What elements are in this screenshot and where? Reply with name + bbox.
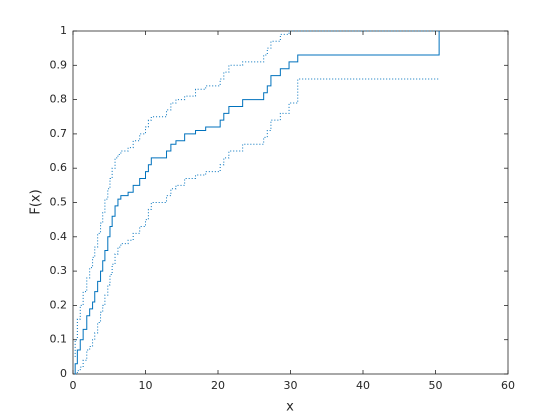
axes-box [72, 30, 509, 375]
x-tick-label: 50 [429, 379, 443, 392]
y-tick-label: 0.5 [50, 196, 68, 209]
x-tick-label: 0 [70, 379, 77, 392]
x-tick-label: 20 [211, 379, 225, 392]
ecdf-line [75, 78, 440, 375]
y-tick-label: 0.8 [50, 93, 68, 106]
y-tick-label: 0.1 [50, 333, 68, 346]
y-tick-label: 0.7 [50, 127, 68, 140]
x-axis-label: x [286, 400, 294, 415]
y-tick-label: 1 [60, 24, 67, 37]
y-tick-label: 0.6 [50, 161, 68, 174]
x-tick-label: 40 [356, 379, 370, 392]
y-tick-label: 0.2 [50, 298, 68, 311]
ecdf-line [74, 31, 440, 374]
y-tick-label: 0.9 [50, 58, 68, 71]
x-tick-label: 30 [284, 379, 298, 392]
y-axis-label: F(x) [29, 189, 44, 214]
y-tick-label: 0 [60, 367, 67, 380]
y-tick-label: 0.4 [50, 230, 68, 243]
ecdf-line [74, 30, 440, 357]
y-tick-label: 0.3 [50, 264, 68, 277]
x-tick-label: 60 [501, 379, 515, 392]
x-tick-label: 10 [139, 379, 153, 392]
